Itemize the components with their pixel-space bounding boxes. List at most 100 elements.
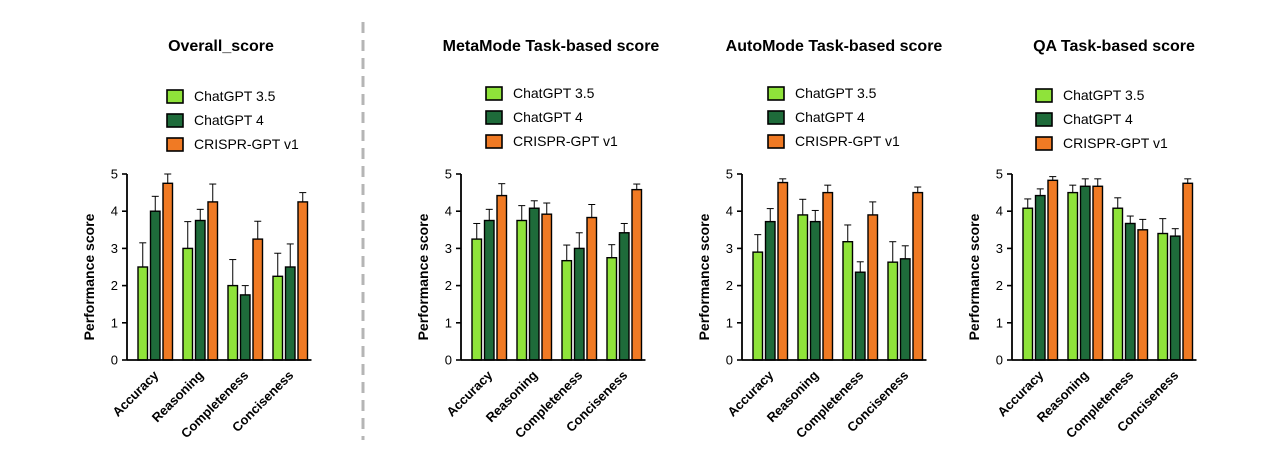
bar [1124, 222, 1136, 361]
legend-swatch [166, 89, 184, 104]
legend-swatch [485, 110, 503, 125]
bar [182, 247, 194, 361]
y-tick-label: 4 [726, 204, 733, 219]
legend-label: ChatGPT 4 [513, 109, 583, 125]
y-tick-label: 0 [111, 353, 118, 368]
bar [227, 284, 239, 361]
legend-swatch [485, 86, 503, 101]
y-axis-label: Performance score [696, 213, 712, 340]
chart-panel-3: AutoMode Task-based score ChatGPT 3.5 Chat… [696, 38, 942, 441]
legend-label: ChatGPT 3.5 [795, 85, 877, 101]
y-tick-label: 3 [726, 241, 733, 256]
y-tick-label: 5 [445, 167, 452, 182]
bar [887, 261, 899, 361]
legend-label: ChatGPT 4 [795, 109, 865, 125]
bar [899, 258, 911, 361]
legend-label: CRISPR-GPT v1 [1063, 135, 1168, 151]
legend-swatch [767, 110, 785, 125]
y-tick-label: 2 [726, 278, 733, 293]
y-tick-label: 0 [996, 353, 1003, 368]
bar [752, 251, 764, 361]
bar [777, 181, 789, 361]
legend-swatch [166, 137, 184, 152]
bar [1182, 182, 1194, 361]
y-tick-label: 2 [445, 278, 452, 293]
legend-swatch [767, 86, 785, 101]
y-tick-label: 0 [726, 353, 733, 368]
bar [1112, 207, 1124, 361]
y-tick-label: 1 [445, 315, 452, 330]
bar [297, 201, 309, 361]
legend-label: ChatGPT 3.5 [1063, 87, 1145, 103]
legend-label: ChatGPT 3.5 [194, 88, 276, 104]
bar [496, 194, 508, 361]
chart-title: MetaMode Task-based score [443, 38, 660, 55]
y-tick-label: 1 [726, 315, 733, 330]
y-tick-label: 4 [445, 204, 452, 219]
bar [1079, 185, 1091, 361]
bar [809, 220, 821, 361]
bar [162, 182, 174, 361]
bar [867, 214, 879, 361]
legend-label: ChatGPT 3.5 [513, 85, 595, 101]
y-tick-label: 2 [111, 278, 118, 293]
y-tick-label: 5 [726, 167, 733, 182]
bar [541, 213, 553, 361]
y-tick-label: 3 [445, 241, 452, 256]
bar [207, 201, 219, 361]
chart-title: AutoMode Task-based score [726, 38, 943, 55]
legend-swatch [1035, 112, 1053, 127]
legend-swatch [166, 113, 184, 128]
bar [1034, 194, 1046, 361]
y-axis-label: Performance score [81, 213, 97, 340]
bar [194, 219, 206, 361]
y-tick-label: 1 [111, 315, 118, 330]
bar [471, 238, 483, 361]
legend-swatch [1035, 88, 1053, 103]
y-tick-label: 4 [111, 204, 118, 219]
chart-panel-1: Overall_score ChatGPT 3.5 ChatGPT 4 CRISPR-… [81, 38, 312, 441]
bar [137, 266, 149, 361]
legend-swatch [767, 134, 785, 149]
chart-title: Overall_score [168, 38, 274, 55]
bar [149, 210, 161, 361]
bar [764, 220, 776, 361]
bar [631, 188, 643, 361]
bar [272, 275, 284, 361]
y-tick-label: 2 [996, 278, 1003, 293]
bar [586, 216, 598, 361]
bar [1169, 235, 1181, 361]
bar [252, 238, 264, 361]
legend-swatch [485, 134, 503, 149]
legend-label: CRISPR-GPT v1 [194, 136, 299, 152]
y-tick-label: 1 [996, 315, 1003, 330]
y-tick-label: 5 [111, 167, 118, 182]
chart-panel-4: QA Task-based score ChatGPT 3.5 ChatGPT 4 C… [966, 38, 1197, 441]
y-axis-label: Performance score [415, 213, 431, 340]
bar [854, 271, 866, 361]
legend-label: ChatGPT 4 [1063, 111, 1133, 127]
bar [912, 191, 924, 361]
bar [1092, 185, 1104, 361]
bar [1137, 229, 1149, 361]
bar [606, 257, 618, 361]
bar [1047, 179, 1059, 361]
bar [618, 232, 630, 361]
legend-swatch [1035, 136, 1053, 151]
y-tick-label: 0 [445, 353, 452, 368]
legend-label: ChatGPT 4 [194, 112, 264, 128]
bar [797, 214, 809, 361]
y-tick-label: 5 [996, 167, 1003, 182]
legend-label: CRISPR-GPT v1 [513, 133, 618, 149]
bar [561, 259, 573, 361]
bar [528, 207, 540, 361]
bar [842, 241, 854, 361]
y-axis-label: Performance score [966, 213, 982, 340]
legend-label: CRISPR-GPT v1 [795, 133, 900, 149]
bar [239, 294, 251, 361]
y-tick-label: 4 [996, 204, 1003, 219]
y-tick-label: 3 [996, 241, 1003, 256]
chart-title: QA Task-based score [1033, 38, 1195, 55]
bar [1157, 232, 1169, 361]
